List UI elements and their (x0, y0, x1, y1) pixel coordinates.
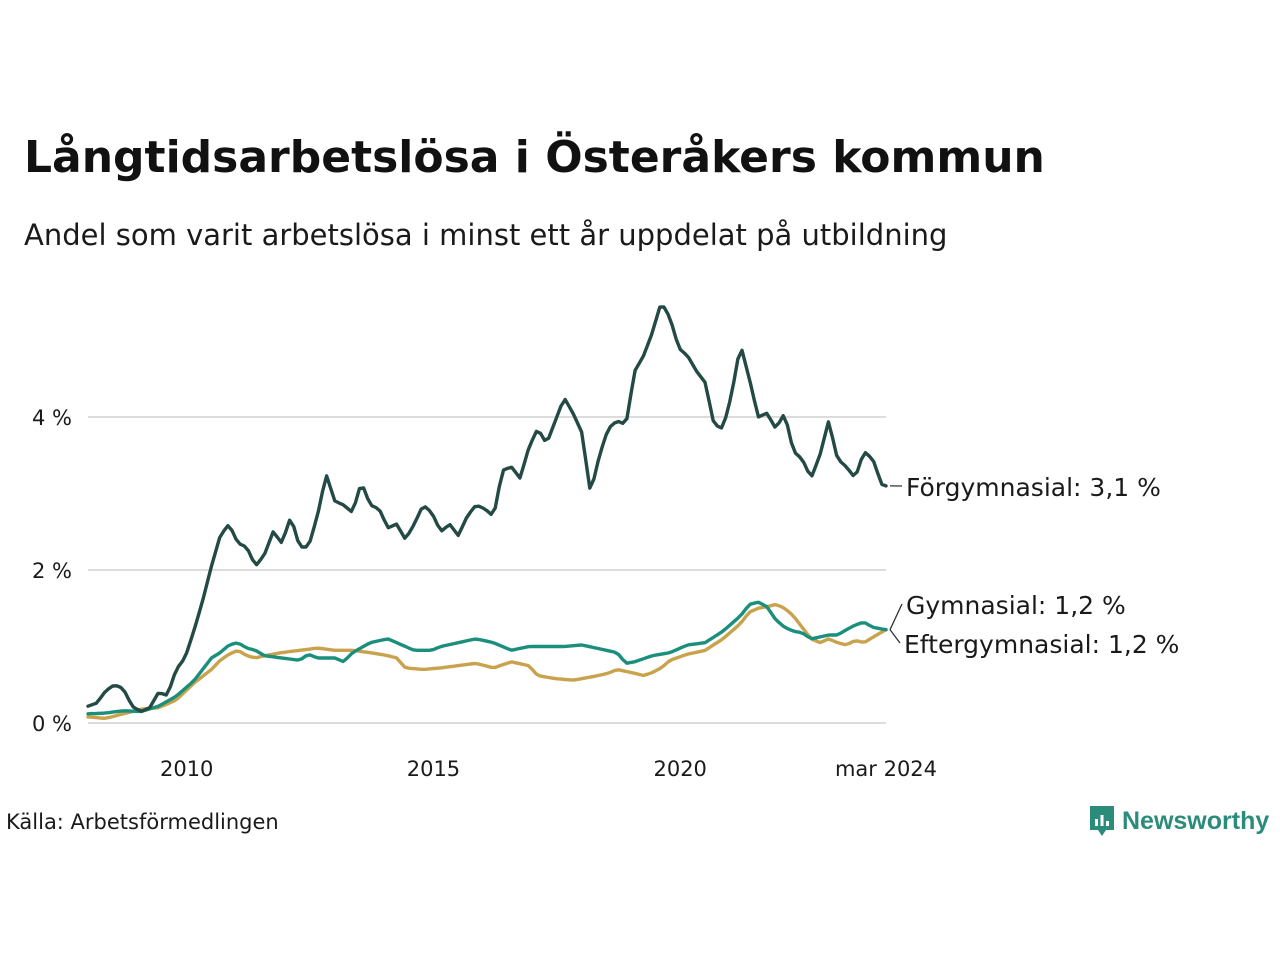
y-tick-label: 0 % (32, 712, 72, 736)
leader-line-eftergymnasial (889, 629, 901, 644)
end-label-gymnasial: Gymnasial: 1,2 % (906, 591, 1126, 620)
leader-line-gymnasial (889, 603, 903, 630)
end-labels: Förgymnasial: 3,1 % Gymnasial: 1,2 % Efter… (889, 473, 1179, 659)
gridlines (88, 416, 886, 724)
x-tick-label: 2015 (407, 757, 460, 781)
brand-name: Newsworthy (1122, 806, 1270, 835)
x-tick-label: mar 2024 (835, 757, 937, 781)
series-line-gymnasial (86, 600, 888, 716)
end-label-eftergymnasial: Eftergymnasial: 1,2 % (904, 630, 1179, 659)
source-note: Källa: Arbetsförmedlingen (6, 810, 279, 834)
newsworthy-logo-icon (1090, 806, 1114, 836)
y-axis-ticks: 0 % 2 % 4 % (32, 406, 72, 736)
x-axis-ticks: 2010 2015 2020 mar 2024 (160, 757, 937, 781)
x-tick-label: 2010 (160, 757, 213, 781)
x-tick-label: 2020 (653, 757, 706, 781)
series-group (86, 305, 888, 720)
end-label-forgymnasial: Förgymnasial: 3,1 % (906, 473, 1161, 502)
chart-title: Långtidsarbetslösa i Österåkers kommun (24, 132, 1045, 183)
y-tick-label: 2 % (32, 559, 72, 583)
series-line-forgymnasial (86, 305, 888, 713)
series-line-eftergymnasial (86, 602, 888, 720)
y-tick-label: 4 % (32, 406, 72, 430)
brand[interactable]: Newsworthy (1088, 804, 1269, 838)
chart-subtitle: Andel som varit arbetslösa i minst ett å… (24, 218, 948, 252)
